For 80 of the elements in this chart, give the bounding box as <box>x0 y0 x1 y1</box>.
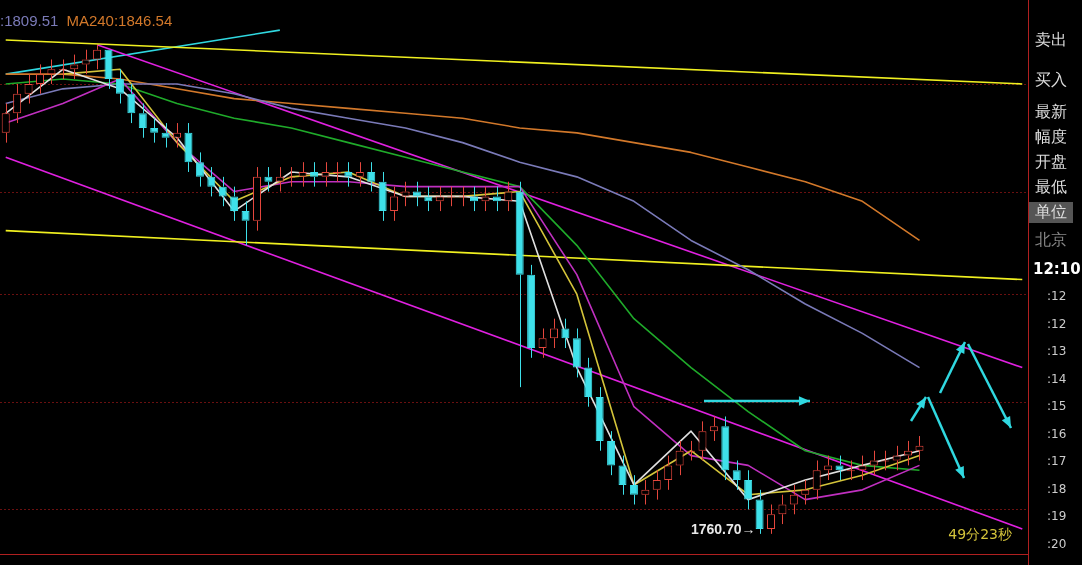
annotation: 49分23秒 <box>948 526 1012 544</box>
candlestick <box>115 68 124 104</box>
candlestick <box>584 357 593 408</box>
candlestick <box>230 186 239 222</box>
candlestick <box>904 440 913 466</box>
candlestick <box>915 435 924 461</box>
candlestick <box>721 415 730 481</box>
candlestick <box>744 469 753 510</box>
candlestick <box>321 161 330 188</box>
text: :19 <box>1047 509 1067 523</box>
annotation: 1760.70→ <box>690 520 756 537</box>
candlestick <box>253 166 261 232</box>
candlestick <box>618 455 627 496</box>
candlestick <box>515 181 524 388</box>
candlestick <box>138 103 147 139</box>
candlestick <box>767 504 775 535</box>
candlestick <box>435 186 444 212</box>
candlestick <box>824 455 833 481</box>
candlestick <box>367 161 376 193</box>
candlestick <box>801 479 810 506</box>
text: :15 <box>1047 399 1067 413</box>
candlestick <box>344 161 353 188</box>
text: :12 <box>1047 316 1067 331</box>
candlestick <box>709 415 718 442</box>
candlestick <box>127 83 136 124</box>
text: 幅度 <box>1035 127 1067 148</box>
candlestick <box>264 166 273 193</box>
candlestick <box>470 186 479 212</box>
candlestick <box>481 186 490 212</box>
candlestick <box>184 122 193 173</box>
candlestick <box>275 166 284 193</box>
text: MA240:1846.54 <box>66 12 173 29</box>
candlestick <box>70 54 79 80</box>
candlestick <box>664 455 673 491</box>
candlestick <box>869 450 878 476</box>
candlestick <box>1 103 10 144</box>
text: 买入 <box>1035 70 1067 91</box>
text: 开盘 <box>1035 152 1067 173</box>
candlestick <box>195 151 204 188</box>
text: :12 <box>1047 289 1067 303</box>
candlestick <box>607 430 616 476</box>
candlestick <box>207 166 216 197</box>
candlestick <box>561 318 570 349</box>
candlestick <box>698 420 707 461</box>
candlestick <box>835 455 844 481</box>
text: :14 <box>1047 371 1067 386</box>
text: 12:10 <box>1033 260 1081 278</box>
candlestick <box>241 200 250 246</box>
text: :18 <box>1047 481 1067 496</box>
text: :17 <box>1047 454 1067 468</box>
candlestick <box>858 455 867 481</box>
candlestick <box>675 440 684 476</box>
candlestick <box>13 83 22 124</box>
candlestick <box>104 49 113 90</box>
text: 单位 <box>1029 202 1073 223</box>
candlestick <box>390 186 399 222</box>
candlestick <box>755 489 764 535</box>
candlestick <box>424 186 433 212</box>
candlestick <box>641 479 650 506</box>
candlestick <box>812 460 821 501</box>
candlestick <box>173 122 182 149</box>
text: :1809.51 <box>0 12 59 29</box>
text: 最新 <box>1035 102 1067 123</box>
candlestick <box>732 460 741 491</box>
candlestick <box>492 186 501 212</box>
candlestick <box>150 117 159 144</box>
text: :20 <box>1047 536 1067 551</box>
text: :13 <box>1047 344 1067 358</box>
candlestick <box>572 327 581 378</box>
text: 最低 <box>1035 177 1067 198</box>
candlestick <box>595 386 604 452</box>
candlestick <box>161 122 170 149</box>
text: :16 <box>1047 426 1067 441</box>
candlestick <box>47 58 56 85</box>
candlestick <box>298 161 307 188</box>
candlestick <box>527 264 536 359</box>
text: 卖出 <box>1035 30 1067 51</box>
text: 北京 <box>1035 230 1067 251</box>
candlestick <box>378 171 387 222</box>
candlestick <box>81 49 90 75</box>
